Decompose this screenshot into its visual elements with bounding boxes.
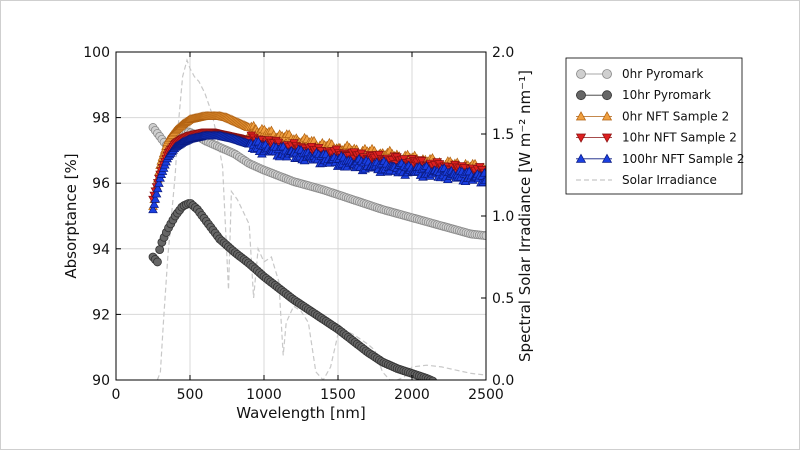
data-point [416, 157, 427, 166]
legend-box [565, 57, 743, 195]
series-0hr-pyromark [148, 123, 486, 241]
x-tick-label: 1500 [320, 387, 356, 403]
legend-item: 0hr NFT Sample 2 [575, 109, 729, 123]
y2-tick-label: 1.0 [492, 209, 514, 225]
y-tick-label: 96 [92, 176, 110, 192]
data-point [148, 204, 158, 214]
legend-marker [575, 153, 587, 163]
legend-item: 100hr NFT Sample 2 [575, 152, 745, 166]
y2-axis-label-units: [W m⁻² nm⁻¹] [516, 70, 534, 173]
x-tick-label: 500 [177, 387, 204, 403]
y-tick-label: 94 [92, 242, 110, 258]
series-100hr-nft-sample-2 [148, 130, 486, 214]
legend-marker [602, 69, 612, 79]
data-point [154, 178, 164, 187]
series-layer [148, 58, 486, 380]
y2-tick-label: 2.0 [492, 45, 514, 61]
y-tick-label: 90 [92, 373, 110, 389]
x-tick-label: 2000 [394, 387, 430, 403]
legend-label: Solar Irradiance [622, 173, 717, 187]
legend: 0hr Pyromark 10hr Pyromark 0hr NFT Sample … [565, 57, 745, 195]
solar-irradiance-line [156, 58, 486, 380]
x-tick-label: 2500 [468, 387, 504, 403]
legend-label: 10hr NFT Sample 2 [622, 131, 737, 145]
y-tick-label: 92 [92, 307, 110, 323]
legend-label: 0hr Pyromark [622, 67, 703, 81]
legend-marker [601, 111, 613, 121]
legend-marker [575, 133, 587, 143]
legend-label: 0hr NFT Sample 2 [622, 109, 729, 123]
legend-item: Solar Irradiance [576, 173, 717, 187]
legend-marker [602, 90, 612, 101]
y-axis-label: Absorptance [%] [62, 153, 80, 278]
legend-marker [601, 153, 613, 163]
data-point [151, 188, 162, 198]
legend-marker [576, 90, 586, 101]
legend-item: 10hr Pyromark [576, 88, 711, 102]
data-point [481, 231, 486, 241]
legend-marker [575, 111, 587, 121]
y2-tick-label: 1.5 [492, 127, 514, 143]
y2-axis-label: Spectral Solar Irradiance [W m⁻² nm⁻¹] [516, 70, 534, 362]
legend-marker [576, 69, 586, 79]
ticks: 0 500 1000 1500 2000 2500 90 92 94 96 98 100 0.0 0.5 1… [83, 45, 514, 403]
data-point [149, 199, 159, 208]
legend-item: 10hr NFT Sample 2 [575, 131, 737, 145]
legend-marker [601, 133, 613, 143]
y-tick-label: 98 [92, 111, 110, 127]
legend-item: 0hr Pyromark [576, 67, 703, 81]
data-point [150, 194, 161, 203]
y2-tick-label: 0.5 [492, 291, 514, 307]
y2-axis-label-name: Spectral Solar Irradiance [516, 177, 534, 362]
data-point [152, 183, 163, 193]
y-tick-label: 100 [83, 45, 110, 61]
data-point [428, 376, 438, 380]
x-tick-label: 0 [112, 387, 121, 403]
legend-label: 10hr Pyromark [622, 88, 711, 102]
legend-label: 100hr NFT Sample 2 [622, 152, 745, 166]
data-point [153, 257, 162, 267]
x-tick-label: 1000 [246, 387, 282, 403]
series-solar-irradiance [156, 58, 486, 380]
y2-tick-label: 0.0 [492, 373, 514, 389]
data-point [155, 245, 165, 255]
x-axis-label: Wavelength [nm] [236, 404, 366, 422]
series-10hr-pyromark [148, 199, 438, 380]
data-point [479, 167, 486, 177]
